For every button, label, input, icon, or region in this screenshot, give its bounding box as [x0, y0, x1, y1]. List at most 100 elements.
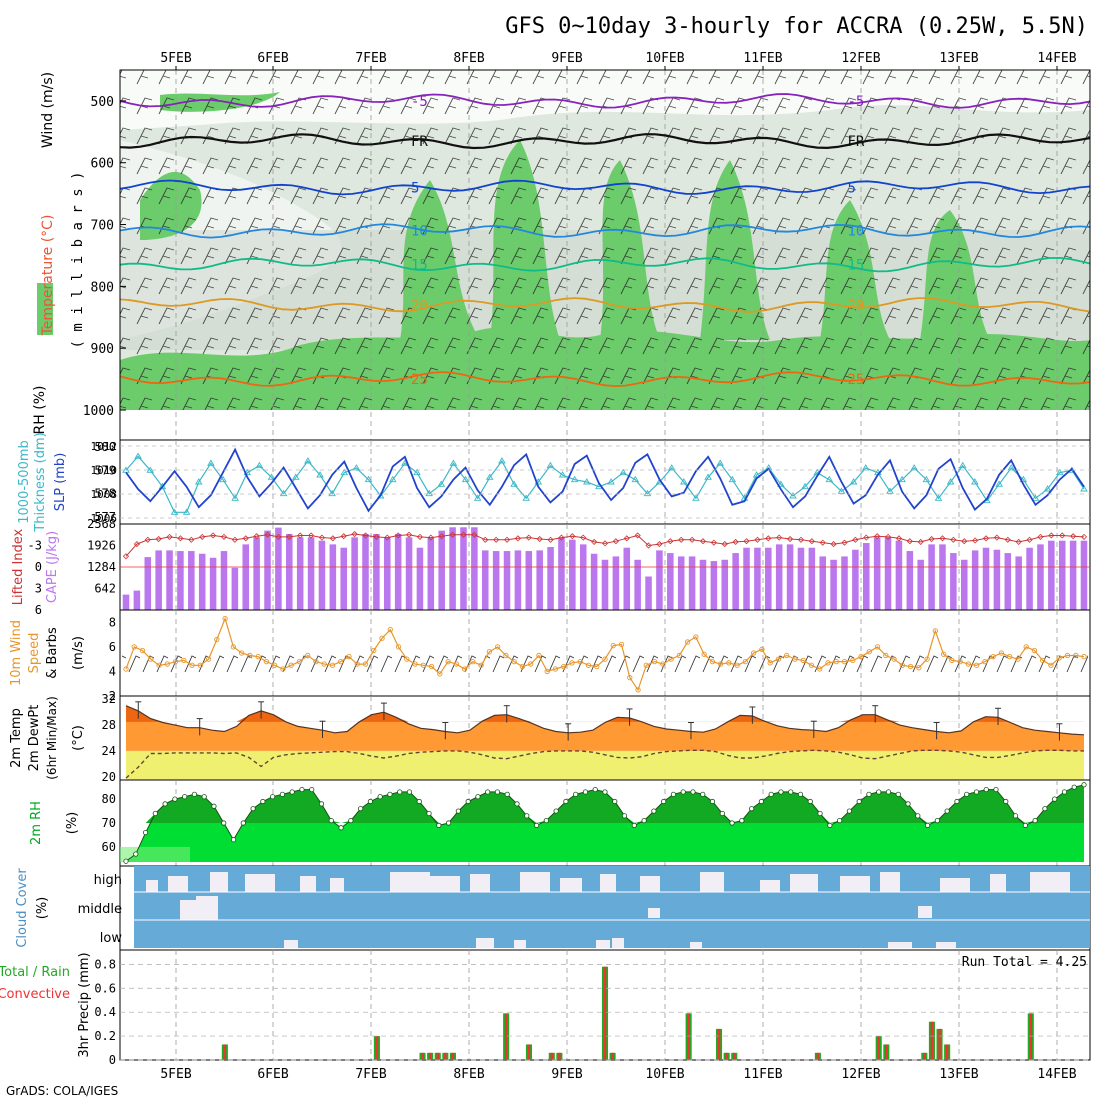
- rh-point: [133, 851, 139, 857]
- wind-speed-point: [321, 661, 327, 667]
- precip-conv-bar: [717, 1028, 721, 1060]
- thickness-point: [291, 473, 300, 480]
- rh-point: [993, 786, 999, 793]
- cloud-gap: [196, 896, 218, 920]
- thickness-point: [958, 461, 967, 469]
- temperature-contour-label: 5: [848, 180, 856, 196]
- rh-point: [299, 786, 305, 793]
- rh-low-fill: [120, 846, 190, 862]
- lifted-index-point: [1059, 532, 1066, 539]
- cloud-gap: [300, 876, 316, 892]
- thickness-tick-label: 580: [94, 440, 116, 454]
- date-label-bottom: 14FEB: [1037, 1067, 1076, 1082]
- p4-label-unit: (m/s): [71, 636, 86, 670]
- lifted-index-point: [743, 538, 750, 545]
- cape-bar: [590, 553, 598, 610]
- cape-bar: [1048, 540, 1055, 610]
- cape-bar: [427, 537, 435, 610]
- thickness-point: [1043, 485, 1052, 492]
- wind-speed-point: [247, 652, 253, 659]
- thickness-point: [558, 471, 567, 478]
- run-total-label: Run Total = 4.25: [962, 955, 1087, 970]
- cape-bar: [1015, 556, 1022, 610]
- temperature-contour-line: [119, 223, 1091, 239]
- thickness-point: [583, 478, 591, 485]
- cloud-gap: [940, 878, 970, 892]
- rh-point: [651, 808, 657, 814]
- cloud-gap: [612, 938, 624, 948]
- cloud-gap: [596, 940, 610, 948]
- li-tick-label: -3: [28, 539, 42, 553]
- wind-speed-point: [726, 660, 732, 666]
- thickness-point: [231, 494, 239, 501]
- cape-bar: [960, 559, 968, 610]
- lifted-index-point: [449, 531, 456, 538]
- precip-conv-bar: [527, 1044, 531, 1060]
- thickness-point: [486, 473, 494, 480]
- temp-dewpt-areas: [125, 701, 1085, 780]
- wind-speed-point: [1064, 652, 1071, 659]
- wind-speed-point: [759, 646, 765, 652]
- cape-bar: [253, 537, 260, 610]
- wind-speed-point: [528, 661, 534, 667]
- wind-speed-point: [181, 657, 187, 664]
- rh-point: [387, 791, 393, 797]
- cloud-middle-band: [134, 892, 1090, 920]
- wind-speed-point: [627, 674, 633, 681]
- wind-speed-point: [693, 634, 699, 640]
- cloud-level-label: middle: [78, 902, 122, 917]
- cape-bar: [471, 527, 478, 610]
- precip-conv-bar: [428, 1052, 432, 1060]
- p5-label-unit: (°C): [71, 725, 86, 751]
- p3-label-li: Lifted Index: [11, 528, 26, 605]
- pressure-tick-label: 900: [91, 342, 114, 357]
- lifted-index-point: [972, 537, 979, 544]
- lifted-index-point: [199, 533, 206, 540]
- cape-bar: [612, 556, 620, 610]
- wind-speed-point: [420, 662, 426, 668]
- cape-bar: [667, 553, 674, 610]
- precip-conv-bar: [375, 1036, 379, 1060]
- wind-speed-point: [288, 662, 294, 668]
- cape-bar: [982, 547, 990, 610]
- wind-speed-point: [982, 658, 988, 665]
- rh-point: [142, 829, 149, 836]
- lifted-index-point: [122, 553, 130, 560]
- cape-bar: [405, 537, 413, 610]
- cape-bar: [449, 527, 456, 610]
- precip-conv-bar: [923, 1052, 926, 1060]
- rh-point: [1042, 806, 1048, 812]
- rh-point: [700, 791, 706, 797]
- lifted-index-point: [438, 533, 445, 540]
- precip-conv-bar: [504, 1013, 508, 1060]
- lifted-index-point: [308, 532, 315, 539]
- cloud-gap: [245, 874, 275, 892]
- rh-point: [152, 810, 158, 817]
- wind-speed-point: [1023, 644, 1029, 650]
- slp-tick-label: 1008: [91, 488, 118, 501]
- rh-point: [876, 789, 882, 795]
- p5-axes: 20 24 28 32: [102, 692, 116, 784]
- cape-bar: [917, 559, 924, 610]
- cape-bar: [340, 547, 347, 610]
- date-label-top: 5FEB: [160, 51, 191, 66]
- temperature-contours: -5 -5 FR FR 5 5 10 10 15 15 20 20 25 25: [119, 93, 1091, 388]
- cloud-gap: [918, 906, 932, 918]
- lifted-index-line-path: [125, 533, 1085, 557]
- wind-speed-point: [775, 656, 782, 662]
- rh-point: [788, 789, 794, 795]
- wind-speed-point: [973, 662, 980, 668]
- slp-tick-label: 1012: [91, 440, 118, 453]
- wind-speed-point: [329, 662, 336, 668]
- wind-speed-point: [379, 635, 385, 641]
- thickness-point: [680, 478, 688, 485]
- p1-label-wind: Wind (m/s): [40, 72, 56, 148]
- panel-precip: 0 0.2 0.4 0.6 0.8 Run Total = 4.25: [94, 949, 1091, 1067]
- lifted-index-point: [525, 534, 532, 541]
- cape-bar: [775, 544, 783, 610]
- pressure-tick-label: 800: [91, 280, 114, 295]
- lifted-index-point: [362, 532, 369, 539]
- temperature-fill: [126, 705, 1084, 751]
- cape-bar: [231, 567, 239, 610]
- svg-text:Temperature (°C): Temperature (°C): [40, 215, 56, 337]
